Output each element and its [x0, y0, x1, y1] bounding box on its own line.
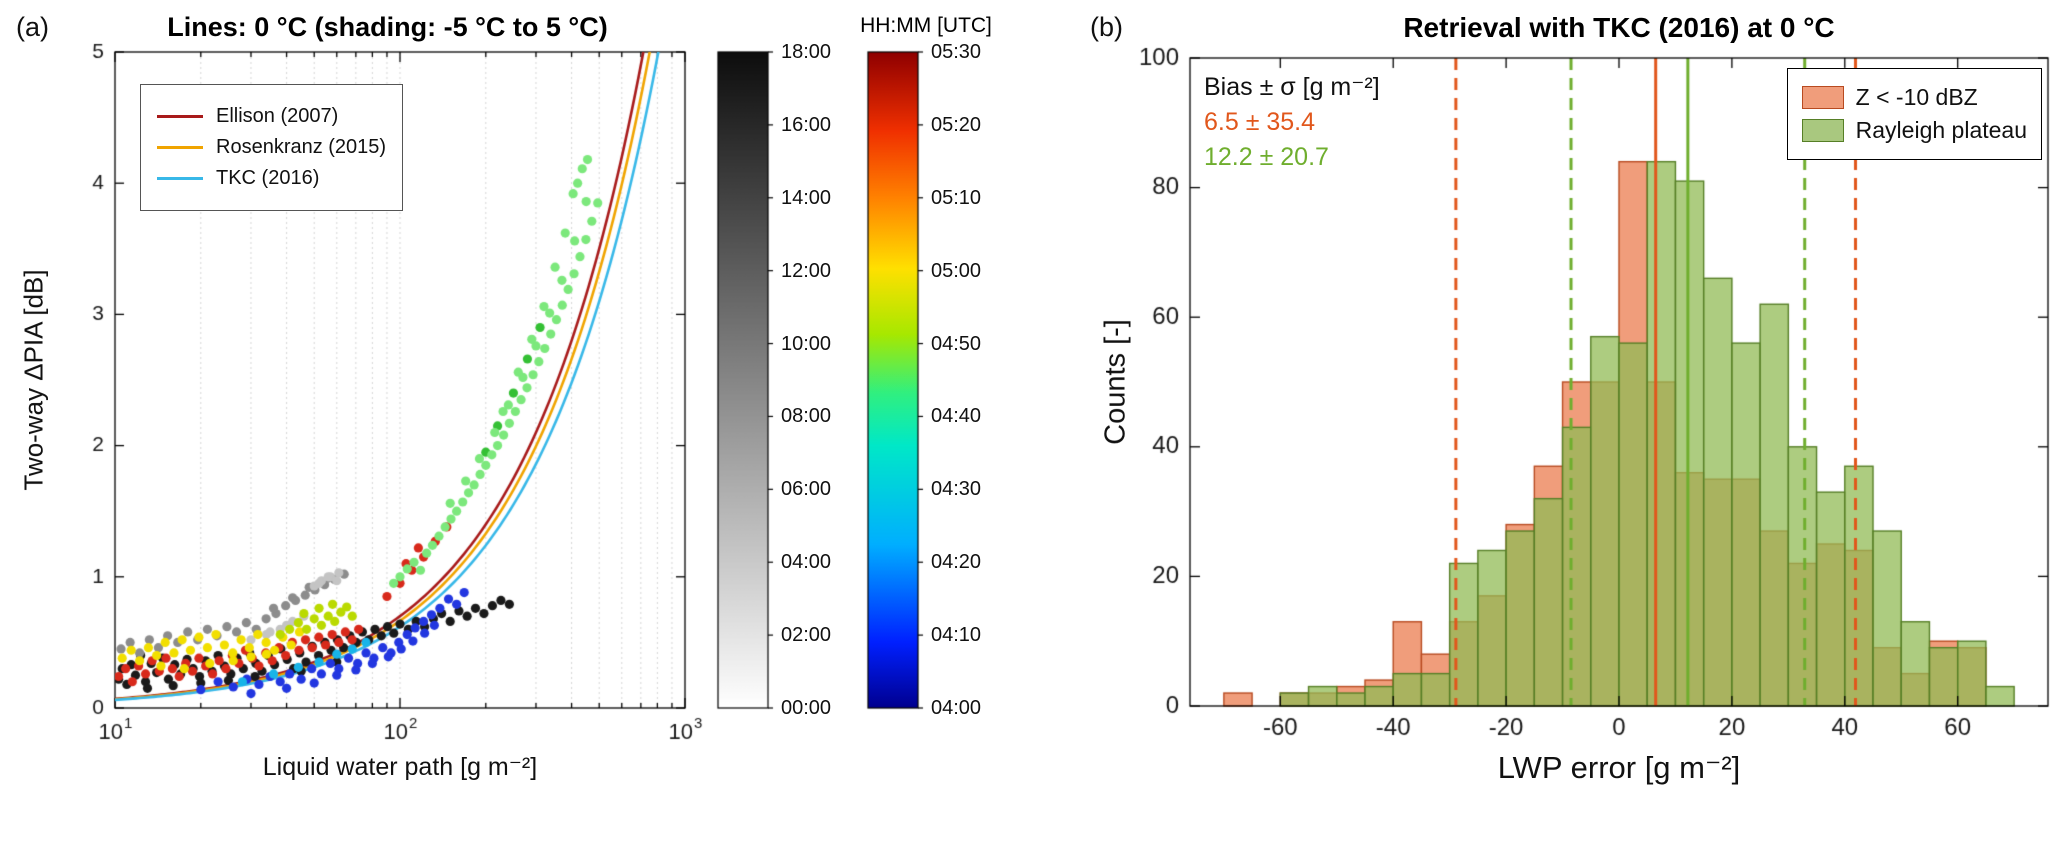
legend-label-ellison: Ellison (2007) [216, 105, 339, 127]
legend-label-rosenkranz: Rosenkranz (2015) [216, 136, 387, 158]
colorbar-tick-label: 02:00 [781, 624, 832, 647]
colorbar-tick-label: 05:10 [931, 186, 982, 209]
legend-patch-z [1801, 86, 1844, 109]
panel-b-label: (b) [1090, 12, 1123, 42]
colorbar-tick-label: 04:50 [931, 332, 982, 355]
colorbar-tick-label: 05:20 [931, 113, 982, 136]
legend-item-rosenkranz: Rosenkranz (2015) [157, 136, 386, 159]
panel-a-xlabel: Liquid water path [g m⁻²] [262, 753, 538, 781]
colorbar-tick-label: 18:00 [781, 41, 832, 63]
colorbar-tick-label: 04:20 [931, 551, 982, 574]
panel-a-label: (a) [16, 12, 49, 42]
legend-item-ellison: Ellison (2007) [157, 105, 386, 128]
panel-a-ylabel: Two-way ΔPIA [dB] [18, 269, 49, 491]
legend-label-z: Z < -10 dBZ [1855, 84, 1978, 110]
colorbar-tick-label: 00:00 [781, 697, 832, 719]
colorbar-tick-label: 14:00 [781, 186, 832, 209]
legend-item-z: Z < -10 dBZ [1801, 84, 2027, 111]
bias-annotation-orange: 6.5 ± 35.4 [1204, 108, 1316, 136]
bias-annotation-header: Bias ± σ [g m⁻²] [1204, 73, 1380, 101]
colorbar-tick-label: 04:30 [931, 478, 982, 501]
legend-label-rayleigh: Rayleigh plateau [1855, 117, 2027, 143]
colorbar-tick-label: 10:00 [781, 332, 832, 355]
colorbar-tick-label: 08:00 [781, 405, 832, 428]
panel-b-title: Retrieval with TKC (2016) at 0 °C [1403, 12, 1835, 43]
panel-b-legend: Z < -10 dBZ Rayleigh plateau [1786, 68, 2042, 160]
colorbar-tick-label: 05:30 [931, 41, 982, 63]
panel-a-legend: Ellison (2007) Rosenkranz (2015) TKC (20… [140, 84, 404, 211]
colorbar-tick-label: 04:00 [931, 697, 982, 719]
legend-item-tkc: TKC (2016) [157, 167, 386, 190]
panel-b-ylabel: Counts [-] [1099, 319, 1132, 445]
panel-a-title: Lines: 0 °C (shading: -5 °C to 5 °C) [167, 12, 608, 42]
legend-line-ellison [157, 115, 203, 118]
panel-b-xlabel: LWP error [g m⁻²] [1497, 750, 1741, 785]
colorbar-tick-label: 12:00 [781, 259, 832, 282]
colorbar-tick-label: 04:10 [931, 624, 982, 647]
legend-line-tkc [157, 177, 203, 180]
legend-label-tkc: TKC (2016) [216, 167, 320, 189]
colorbar-tick-label: 05:00 [931, 259, 982, 282]
bias-annotation-green: 12.2 ± 20.7 [1204, 143, 1329, 171]
colorbar-tick-label: 16:00 [781, 113, 832, 136]
bias-annotation: Bias ± σ [g m⁻²] 6.5 ± 35.4 12.2 ± 20.7 [1204, 70, 1380, 175]
colorbar-tick-label: 04:40 [931, 405, 982, 428]
colorbar-title: HH:MM [UTC] [860, 14, 992, 37]
legend-patch-rayleigh [1801, 119, 1844, 142]
colorbar-tick-label: 04:00 [781, 551, 832, 574]
legend-item-rayleigh: Rayleigh plateau [1801, 117, 2027, 144]
legend-line-rosenkranz [157, 146, 203, 149]
colorbar-tick-label: 06:00 [781, 478, 832, 501]
